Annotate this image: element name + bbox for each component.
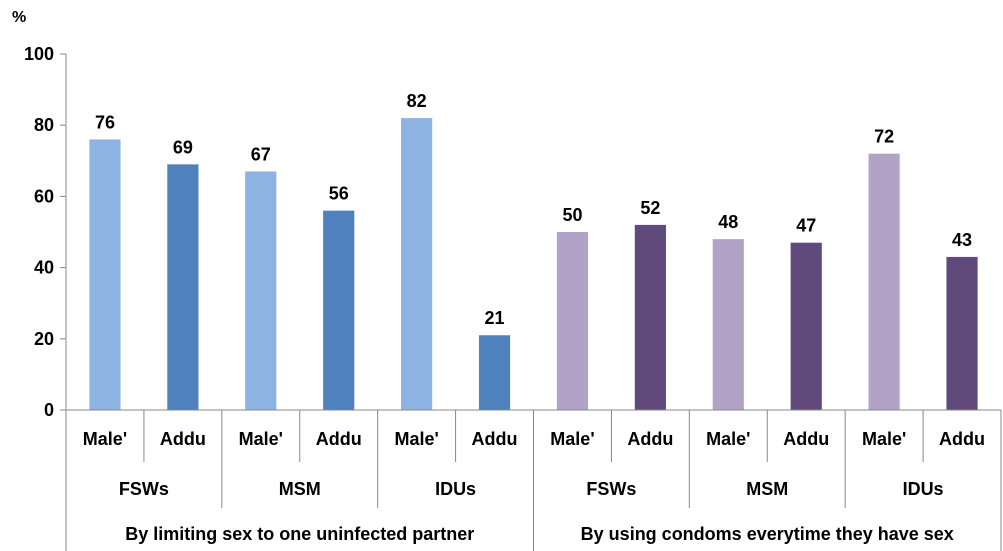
x-section-label: By using condoms everytime they have sex xyxy=(581,524,954,544)
bar xyxy=(634,224,666,410)
bar xyxy=(167,164,199,410)
bar xyxy=(89,139,121,410)
x-category-label: Male' xyxy=(550,429,594,449)
bar-value-label: 67 xyxy=(251,144,271,164)
bar-value-label: 48 xyxy=(718,212,738,232)
x-category-label: Male' xyxy=(862,429,906,449)
bar xyxy=(478,335,511,410)
y-tick-label: 100 xyxy=(24,44,54,64)
x-group-label: FSWs xyxy=(119,479,169,499)
x-category-label: Addu xyxy=(160,429,206,449)
bar xyxy=(946,256,978,410)
x-category-label: Addu xyxy=(316,429,362,449)
bar-value-label: 56 xyxy=(329,184,349,204)
bar xyxy=(868,153,900,410)
x-group-label: MSM xyxy=(279,479,321,499)
x-category-label: Addu xyxy=(783,429,829,449)
x-group-label: FSWs xyxy=(586,479,636,499)
bar xyxy=(323,210,355,410)
x-category-label: Addu xyxy=(627,429,673,449)
bars: 76 69 67 56 82 21 50 52 48 47 72 43 xyxy=(89,91,978,410)
y-tick-label: 0 xyxy=(44,400,54,420)
bar xyxy=(712,239,744,410)
x-group-label: IDUs xyxy=(435,479,476,499)
x-category-label: Addu xyxy=(939,429,985,449)
y-tick-label: 80 xyxy=(34,115,54,135)
bar xyxy=(401,118,433,410)
bar xyxy=(556,232,589,410)
x-section-label: By limiting sex to one uninfected partne… xyxy=(125,524,474,544)
bar-value-label: 47 xyxy=(796,216,816,236)
x-axis: Male' Addu Male' Addu Male' Addu Male' Addu Male… xyxy=(65,409,1002,551)
y-tick-label: 20 xyxy=(34,329,54,349)
bar-value-label: 69 xyxy=(173,137,193,157)
bar-value-label: 72 xyxy=(874,127,894,147)
y-tick-label: 60 xyxy=(34,186,54,206)
bar-value-label: 82 xyxy=(407,91,427,111)
bar xyxy=(790,242,822,410)
bar-value-label: 43 xyxy=(952,230,972,250)
x-group-label: IDUs xyxy=(903,479,944,499)
bar-value-label: 76 xyxy=(95,112,115,132)
y-axis-unit: % xyxy=(12,9,26,26)
bar-value-label: 50 xyxy=(562,205,582,225)
bar-value-label: 21 xyxy=(485,308,505,328)
x-category-label: Male' xyxy=(706,429,750,449)
x-category-label: Addu xyxy=(472,429,518,449)
bar-value-label: 52 xyxy=(640,198,660,218)
bar xyxy=(245,171,277,410)
x-category-label: Male' xyxy=(239,429,283,449)
y-axis: 0 20 40 60 80 100 xyxy=(24,44,67,420)
y-tick-label: 40 xyxy=(34,258,54,278)
x-category-label: Male' xyxy=(83,429,127,449)
x-category-label: Male' xyxy=(394,429,438,449)
x-group-label: MSM xyxy=(746,479,788,499)
